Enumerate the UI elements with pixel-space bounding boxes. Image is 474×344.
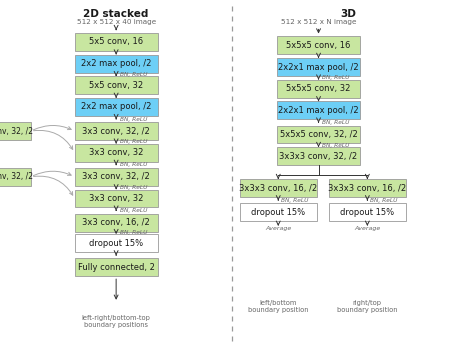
FancyBboxPatch shape: [277, 80, 360, 98]
Text: left-right/bottom-top
boundary positions: left-right/bottom-top boundary positions: [82, 315, 151, 328]
Text: dropout 15%: dropout 15%: [89, 239, 143, 248]
Text: Average: Average: [265, 226, 292, 230]
Text: BN, ReLU: BN, ReLU: [120, 72, 147, 77]
Text: 3x3 conv, 32, /2: 3x3 conv, 32, /2: [82, 172, 150, 181]
FancyArrowPatch shape: [33, 171, 71, 176]
FancyBboxPatch shape: [0, 122, 31, 140]
FancyBboxPatch shape: [75, 258, 157, 276]
Text: 3x3 conv, 16, /2: 3x3 conv, 16, /2: [82, 218, 150, 227]
Text: 2x2 max pool, /2: 2x2 max pool, /2: [81, 59, 151, 68]
Text: 3D: 3D: [340, 9, 356, 19]
Text: 1x1 conv, 32, /2: 1x1 conv, 32, /2: [0, 172, 33, 181]
FancyBboxPatch shape: [75, 168, 157, 186]
Text: 512 x 512 x N image: 512 x 512 x N image: [281, 19, 356, 25]
Text: 5x5x5 conv, 32, /2: 5x5x5 conv, 32, /2: [280, 130, 357, 139]
FancyBboxPatch shape: [277, 36, 360, 54]
Text: 3x3x3 conv, 16, /2: 3x3x3 conv, 16, /2: [239, 184, 317, 193]
Text: dropout 15%: dropout 15%: [251, 208, 305, 217]
Text: 5x5x5 conv, 32: 5x5x5 conv, 32: [286, 84, 351, 93]
Text: BN, ReLU: BN, ReLU: [322, 143, 350, 148]
FancyBboxPatch shape: [277, 58, 360, 76]
FancyBboxPatch shape: [75, 55, 157, 73]
FancyBboxPatch shape: [277, 101, 360, 119]
FancyBboxPatch shape: [277, 147, 360, 165]
Text: 3x3 conv, 32, /2: 3x3 conv, 32, /2: [82, 127, 150, 136]
FancyBboxPatch shape: [240, 203, 317, 221]
FancyArrowPatch shape: [34, 130, 73, 149]
FancyBboxPatch shape: [75, 76, 157, 94]
Text: 2x2x1 max pool, /2: 2x2x1 max pool, /2: [278, 106, 359, 115]
Text: 3x3 conv, 32: 3x3 conv, 32: [89, 148, 143, 157]
Text: BN, ReLU: BN, ReLU: [322, 75, 350, 80]
FancyBboxPatch shape: [75, 234, 157, 252]
Text: 3x3x3 conv, 32, /2: 3x3x3 conv, 32, /2: [280, 152, 357, 161]
Text: Fully connected, 2: Fully connected, 2: [78, 263, 155, 272]
FancyBboxPatch shape: [329, 179, 406, 197]
Text: dropout 15%: dropout 15%: [340, 208, 394, 217]
Text: 2x2 max pool, /2: 2x2 max pool, /2: [81, 103, 151, 111]
FancyBboxPatch shape: [75, 144, 157, 162]
Text: BN, ReLU: BN, ReLU: [120, 230, 147, 235]
Text: BN, ReLU: BN, ReLU: [120, 162, 147, 167]
Text: BN, ReLU: BN, ReLU: [281, 198, 309, 203]
Text: 3x3x3 conv, 16, /2: 3x3x3 conv, 16, /2: [328, 184, 406, 193]
Text: 5x5 conv, 16: 5x5 conv, 16: [89, 37, 143, 46]
Text: 2D stacked: 2D stacked: [83, 9, 149, 19]
Text: 1x1 conv, 32, /2: 1x1 conv, 32, /2: [0, 127, 33, 136]
Text: 512 x 512 x 40 image: 512 x 512 x 40 image: [76, 19, 156, 25]
FancyBboxPatch shape: [277, 126, 360, 143]
FancyBboxPatch shape: [75, 190, 157, 207]
Text: 5x5 conv, 32: 5x5 conv, 32: [89, 81, 143, 90]
Text: 2x2x1 max pool, /2: 2x2x1 max pool, /2: [278, 63, 359, 72]
FancyBboxPatch shape: [75, 214, 157, 232]
Text: BN, ReLU: BN, ReLU: [120, 117, 147, 121]
FancyArrowPatch shape: [33, 126, 71, 130]
FancyBboxPatch shape: [240, 179, 317, 197]
Text: BN, ReLU: BN, ReLU: [120, 139, 147, 144]
FancyBboxPatch shape: [75, 98, 157, 116]
Text: left/bottom
boundary position: left/bottom boundary position: [248, 300, 309, 313]
Text: 3x3 conv, 32: 3x3 conv, 32: [89, 194, 143, 203]
Text: BN, ReLU: BN, ReLU: [370, 198, 398, 203]
FancyBboxPatch shape: [75, 33, 157, 51]
Text: right/top
boundary position: right/top boundary position: [337, 300, 398, 313]
FancyBboxPatch shape: [0, 168, 31, 186]
FancyArrowPatch shape: [34, 176, 73, 195]
Text: Average: Average: [354, 226, 381, 230]
Text: BN, ReLU: BN, ReLU: [120, 185, 147, 190]
Text: BN, ReLU: BN, ReLU: [120, 208, 147, 213]
FancyBboxPatch shape: [329, 203, 406, 221]
Text: 5x5x5 conv, 16: 5x5x5 conv, 16: [286, 41, 351, 50]
Text: BN, ReLU: BN, ReLU: [322, 120, 350, 125]
FancyBboxPatch shape: [75, 122, 157, 140]
